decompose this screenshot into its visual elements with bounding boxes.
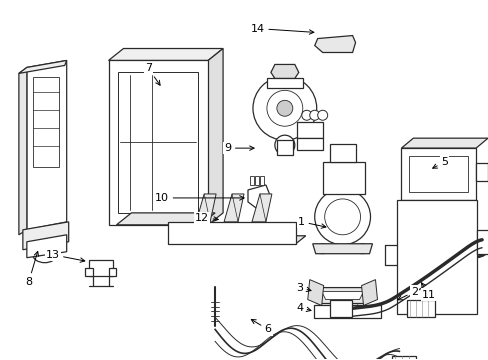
Circle shape xyxy=(332,39,342,49)
Circle shape xyxy=(280,228,290,238)
Polygon shape xyxy=(321,292,363,300)
Text: 7: 7 xyxy=(144,63,160,85)
Polygon shape xyxy=(361,280,377,306)
Text: 11: 11 xyxy=(421,283,435,300)
Polygon shape xyxy=(224,194,244,222)
Polygon shape xyxy=(329,144,355,162)
Polygon shape xyxy=(312,244,372,254)
Bar xyxy=(33,77,59,167)
Circle shape xyxy=(460,206,472,218)
Bar xyxy=(313,305,381,319)
Circle shape xyxy=(252,76,316,140)
Circle shape xyxy=(314,189,370,245)
Bar xyxy=(108,60,208,225)
Bar xyxy=(476,230,488,254)
Circle shape xyxy=(266,90,302,126)
Circle shape xyxy=(317,110,327,120)
Polygon shape xyxy=(108,268,116,276)
Polygon shape xyxy=(196,194,216,222)
Text: 1: 1 xyxy=(298,217,325,228)
Text: 8: 8 xyxy=(25,251,39,287)
Polygon shape xyxy=(19,67,27,235)
Circle shape xyxy=(460,291,472,302)
Polygon shape xyxy=(27,60,66,230)
Polygon shape xyxy=(19,60,66,73)
Bar xyxy=(88,260,112,276)
Polygon shape xyxy=(270,64,298,78)
Bar xyxy=(397,200,476,315)
Bar xyxy=(322,162,364,194)
Polygon shape xyxy=(307,280,323,306)
Polygon shape xyxy=(266,78,302,88)
Polygon shape xyxy=(168,222,295,244)
Bar xyxy=(408,156,467,192)
Polygon shape xyxy=(23,222,68,250)
Text: 2: 2 xyxy=(397,287,417,300)
Polygon shape xyxy=(168,236,305,244)
Polygon shape xyxy=(314,36,355,53)
Polygon shape xyxy=(313,288,371,303)
Text: 9: 9 xyxy=(224,143,254,153)
Polygon shape xyxy=(276,140,292,155)
Bar xyxy=(401,148,475,200)
Circle shape xyxy=(309,110,319,120)
Polygon shape xyxy=(251,194,271,222)
Text: 6: 6 xyxy=(251,319,271,334)
Text: 13: 13 xyxy=(46,250,84,262)
Circle shape xyxy=(405,152,412,160)
Circle shape xyxy=(276,100,292,116)
Polygon shape xyxy=(249,176,253,185)
Bar xyxy=(392,356,415,360)
Polygon shape xyxy=(108,49,223,60)
Polygon shape xyxy=(296,122,322,138)
Polygon shape xyxy=(208,49,223,225)
Text: 4: 4 xyxy=(296,302,310,312)
Polygon shape xyxy=(247,185,269,208)
Polygon shape xyxy=(254,176,259,185)
Bar xyxy=(329,300,351,318)
Circle shape xyxy=(342,298,352,307)
Circle shape xyxy=(316,306,326,316)
Bar xyxy=(407,300,434,318)
Polygon shape xyxy=(27,235,66,258)
Circle shape xyxy=(173,228,183,238)
Circle shape xyxy=(301,110,311,120)
Text: 14: 14 xyxy=(250,24,313,34)
Bar xyxy=(475,163,487,181)
Circle shape xyxy=(258,194,265,202)
Polygon shape xyxy=(116,213,215,225)
Circle shape xyxy=(357,244,367,254)
Text: 10: 10 xyxy=(155,193,244,203)
Circle shape xyxy=(274,135,294,155)
Circle shape xyxy=(463,152,471,160)
Polygon shape xyxy=(296,138,322,150)
Text: 12: 12 xyxy=(195,213,218,223)
Polygon shape xyxy=(260,176,264,185)
Circle shape xyxy=(324,199,360,235)
Circle shape xyxy=(368,306,378,316)
Text: 3: 3 xyxy=(296,283,310,293)
Polygon shape xyxy=(84,268,92,276)
Text: 5: 5 xyxy=(432,157,447,168)
Circle shape xyxy=(317,244,327,254)
Polygon shape xyxy=(401,138,487,148)
Circle shape xyxy=(410,231,462,283)
Circle shape xyxy=(401,206,412,218)
Bar xyxy=(118,72,198,213)
Circle shape xyxy=(401,291,412,302)
